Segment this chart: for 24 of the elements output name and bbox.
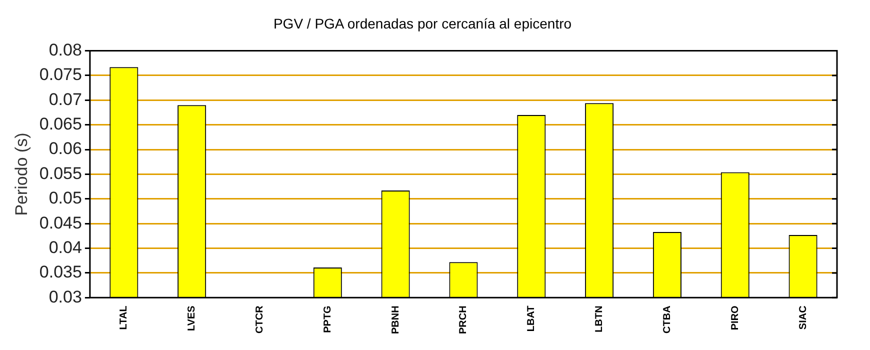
x-tick-label: LTAL xyxy=(118,306,130,330)
x-tick-label: PBNH xyxy=(390,306,402,334)
x-tick-label: PRCH xyxy=(458,306,470,334)
y-tick-label: 0.08 xyxy=(48,40,82,60)
x-tick-label: PIRO xyxy=(730,305,741,330)
y-axis-title: Periodo (s) xyxy=(12,132,31,216)
y-tick-label: 0.055 xyxy=(39,164,82,183)
x-tick-label: CTBA xyxy=(662,306,673,334)
y-tick-label: 0.035 xyxy=(39,262,82,282)
y-tick-label: 0.06 xyxy=(48,139,82,158)
y-tick-label: 0.04 xyxy=(48,238,82,257)
x-tick-label: SIAC xyxy=(798,306,809,330)
y-tick-label: 0.065 xyxy=(39,114,82,134)
x-tick-label: LVES xyxy=(186,305,198,332)
x-tick-label: LBAT xyxy=(526,306,538,332)
y-tick-label: 0.07 xyxy=(48,90,82,109)
y-tick-label: 0.03 xyxy=(48,287,82,306)
x-tick-label: LBTN xyxy=(594,306,606,332)
y-tick-label: 0.045 xyxy=(39,213,82,232)
x-tick-label: CTCR xyxy=(254,304,266,334)
y-tick-label: 0.05 xyxy=(48,188,82,208)
x-tick-label: PPTG xyxy=(322,305,334,333)
chart-title: PGV / PGA ordenadas por cercanía al epicentro xyxy=(273,15,572,32)
y-tick-label: 0.075 xyxy=(39,65,82,84)
